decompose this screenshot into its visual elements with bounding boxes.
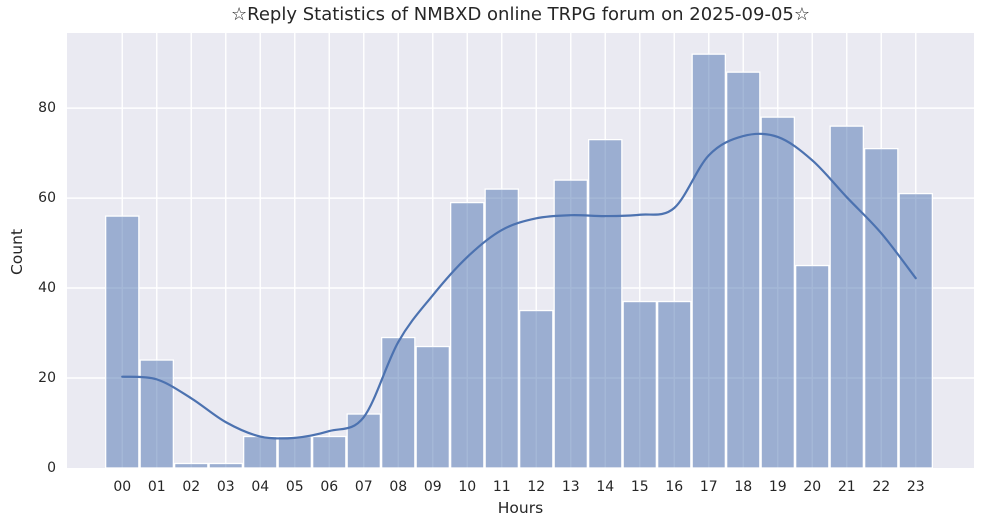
x-tick-21: 21 [837, 479, 856, 495]
x-tick-15: 15 [630, 479, 649, 495]
bar-hour-09 [415, 345, 450, 468]
bar-hour-16 [657, 300, 692, 468]
x-tick-12: 12 [527, 479, 546, 495]
y-tick-40: 40 [38, 280, 56, 297]
bar-hour-22 [864, 147, 899, 468]
chart-title: ☆Reply Statistics of NMBXD online TRPG f… [231, 4, 810, 25]
x-tick-14: 14 [596, 479, 615, 495]
kde-curve [121, 132, 917, 440]
x-tick-16: 16 [665, 479, 684, 495]
x-tick-09: 09 [423, 479, 442, 495]
x-tick-17: 17 [699, 479, 718, 495]
x-tick-11: 11 [492, 479, 511, 495]
y-tick-80: 80 [38, 100, 56, 117]
x-tick-20: 20 [803, 479, 822, 495]
x-tick-18: 18 [734, 479, 753, 495]
bar-hour-03 [208, 462, 243, 468]
x-tick-00: 00 [113, 479, 132, 495]
x-tick-08: 08 [389, 479, 408, 495]
x-tick-05: 05 [285, 479, 304, 495]
x-tick-22: 22 [872, 479, 891, 495]
bar-hour-02 [174, 462, 209, 468]
bar-hour-23 [898, 192, 934, 468]
bar-hour-06 [311, 435, 347, 468]
x-tick-19: 19 [768, 479, 787, 495]
x-tick-10: 10 [458, 479, 477, 495]
bar-hour-01 [139, 359, 175, 468]
bar-hour-00 [105, 215, 140, 468]
x-tick-01: 01 [147, 479, 166, 495]
plot-area [67, 33, 974, 468]
bar-hour-19 [760, 116, 796, 468]
bar-hour-21 [829, 125, 865, 468]
x-axis-label: Hours [497, 499, 544, 517]
bar-hour-20 [795, 264, 830, 468]
y-tick-0: 0 [47, 460, 56, 476]
bar-hour-13 [553, 179, 588, 468]
x-tick-13: 13 [561, 479, 580, 495]
x-tick-02: 02 [182, 479, 201, 495]
x-tick-06: 06 [320, 479, 339, 495]
x-tick-04: 04 [251, 479, 270, 495]
bar-hour-04 [242, 435, 278, 468]
y-tick-60: 60 [38, 190, 56, 207]
x-tick-03: 03 [216, 479, 235, 495]
bar-hour-17 [691, 53, 727, 468]
bar-hour-08 [380, 336, 416, 468]
bar-hour-05 [277, 435, 312, 468]
x-tick-23: 23 [906, 479, 925, 495]
bar-hour-15 [622, 300, 658, 468]
bar-hour-14 [588, 138, 623, 468]
x-tick-07: 07 [354, 479, 373, 495]
bar-hour-07 [346, 413, 381, 468]
y-tick-20: 20 [38, 370, 56, 387]
bar-hour-18 [726, 71, 761, 468]
bar-hour-12 [518, 309, 554, 468]
bar-hour-11 [484, 188, 519, 468]
bar-hour-10 [449, 201, 485, 468]
